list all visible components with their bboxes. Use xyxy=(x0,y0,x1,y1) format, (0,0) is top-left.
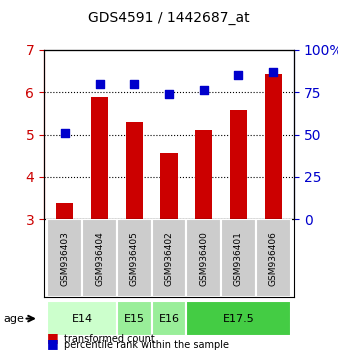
Bar xyxy=(230,110,247,219)
Point xyxy=(166,91,172,97)
Text: E16: E16 xyxy=(159,314,179,324)
FancyBboxPatch shape xyxy=(117,301,152,336)
Bar xyxy=(195,130,212,219)
Point xyxy=(270,69,276,74)
FancyBboxPatch shape xyxy=(152,301,186,336)
Bar xyxy=(265,74,282,219)
Text: E14: E14 xyxy=(72,314,93,324)
Text: GDS4591 / 1442687_at: GDS4591 / 1442687_at xyxy=(88,11,250,25)
Bar xyxy=(160,153,178,219)
Text: GSM936404: GSM936404 xyxy=(95,231,104,286)
Text: transformed count: transformed count xyxy=(64,334,155,344)
FancyBboxPatch shape xyxy=(117,219,152,297)
Text: GSM936401: GSM936401 xyxy=(234,231,243,286)
Bar xyxy=(56,203,73,219)
Text: E17.5: E17.5 xyxy=(223,314,255,324)
Point xyxy=(62,130,68,136)
Text: age: age xyxy=(3,314,24,324)
FancyBboxPatch shape xyxy=(47,219,82,297)
FancyBboxPatch shape xyxy=(186,219,221,297)
FancyBboxPatch shape xyxy=(256,219,291,297)
FancyBboxPatch shape xyxy=(186,301,291,336)
Text: GSM936400: GSM936400 xyxy=(199,231,208,286)
FancyBboxPatch shape xyxy=(221,219,256,297)
Point xyxy=(236,72,241,78)
Bar xyxy=(126,122,143,219)
Point xyxy=(97,81,102,86)
Point xyxy=(131,81,137,86)
Text: ■: ■ xyxy=(47,337,59,350)
Text: GSM936406: GSM936406 xyxy=(269,231,278,286)
FancyBboxPatch shape xyxy=(152,219,186,297)
Text: ■: ■ xyxy=(47,331,59,344)
Bar xyxy=(91,97,108,219)
FancyBboxPatch shape xyxy=(47,301,117,336)
Text: GSM936405: GSM936405 xyxy=(130,231,139,286)
FancyBboxPatch shape xyxy=(82,219,117,297)
Text: GSM936402: GSM936402 xyxy=(165,231,173,286)
Text: E15: E15 xyxy=(124,314,145,324)
Text: percentile rank within the sample: percentile rank within the sample xyxy=(64,341,229,350)
Text: GSM936403: GSM936403 xyxy=(60,231,69,286)
Point xyxy=(201,87,207,93)
